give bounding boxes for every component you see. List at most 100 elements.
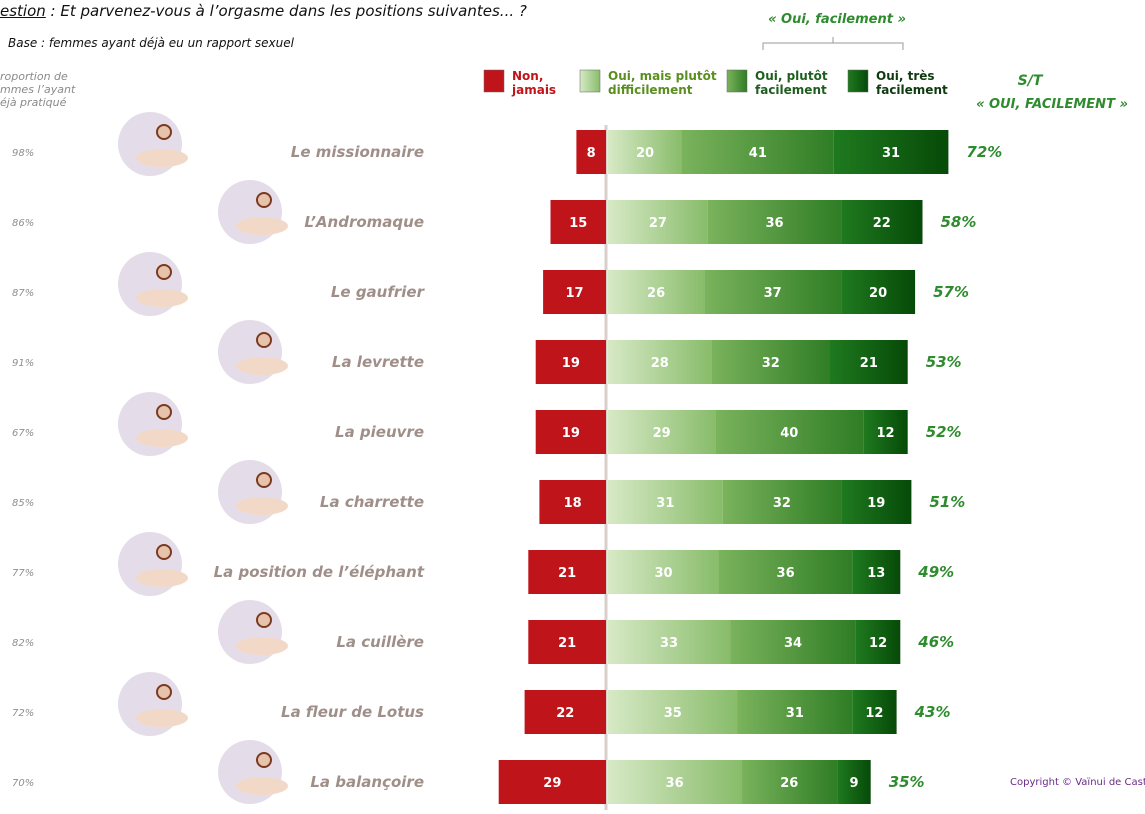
bar-non-jamais	[498, 760, 606, 804]
bar-label-non-jamais: 21	[558, 566, 576, 581]
total-value: 72%	[966, 143, 1002, 161]
bar-label-mais-difficilement: 30	[654, 566, 672, 581]
position-label: L’Andromaque	[304, 213, 424, 231]
position-label: La position de l’éléphant	[214, 563, 425, 581]
proportion-value: 82%	[12, 638, 34, 649]
position-label: Le missionnaire	[291, 143, 424, 161]
illustration-head	[256, 612, 272, 628]
illustration-body	[236, 357, 288, 375]
bar-mais-difficilement	[608, 270, 705, 314]
bar-label-non-jamais: 17	[566, 286, 584, 301]
legend-swatch	[726, 69, 748, 93]
bar-label-tres-facilement: 22	[873, 216, 891, 231]
bar-plutot-facilement	[741, 760, 838, 804]
illustration-circle	[118, 252, 182, 316]
illustration-circle	[118, 392, 182, 456]
bar-mais-difficilement	[608, 690, 738, 734]
bar-label-mais-difficilement: 31	[656, 496, 674, 511]
bar-mais-difficilement	[608, 480, 723, 524]
bar-mais-difficilement	[608, 130, 682, 174]
illustration-body	[136, 429, 188, 447]
proportion-value: 67%	[12, 428, 34, 439]
question-title: estion : Et parvenez-vous à l’orgasme da…	[0, 2, 660, 26]
illustration-circle	[218, 180, 282, 244]
bar-label-plutot-facilement: 40	[780, 426, 798, 441]
bar-label-mais-difficilement: 27	[649, 216, 667, 231]
total-value: 49%	[917, 563, 954, 581]
bar-label-non-jamais: 29	[543, 776, 561, 791]
bar-label-mais-difficilement: 28	[651, 356, 669, 371]
position-label: La charrette	[320, 493, 424, 511]
proportion-value: 91%	[12, 358, 34, 369]
illustration-circle	[218, 320, 282, 384]
bar-plutot-facilement	[704, 270, 842, 314]
bar-label-non-jamais: 8	[587, 146, 596, 161]
bar-label-non-jamais: 19	[562, 426, 580, 441]
bar-label-plutot-facilement: 36	[765, 216, 783, 231]
legend-label: Oui, plutôt	[755, 69, 828, 83]
illustration-head	[156, 684, 172, 700]
illustration-head	[256, 332, 272, 348]
bar-plutot-facilement	[715, 410, 864, 454]
bar-label-non-jamais: 15	[569, 216, 587, 231]
bar-plutot-facilement	[682, 130, 834, 174]
illustration-circle	[218, 460, 282, 524]
legend-label: difficilement	[608, 83, 693, 97]
bar-tres-facilement	[833, 130, 949, 174]
total-value: 58%	[941, 213, 977, 231]
illustration-head	[156, 124, 172, 140]
bar-label-tres-facilement: 20	[869, 286, 887, 301]
illustration-head	[256, 472, 272, 488]
bar-mais-difficilement	[608, 340, 712, 384]
bar-tres-facilement	[855, 620, 901, 664]
position-label: La levrette	[332, 353, 424, 371]
illustration-circle	[118, 112, 182, 176]
illustration-head	[156, 544, 172, 560]
bar-tres-facilement	[841, 200, 923, 244]
legend-swatch	[847, 69, 869, 93]
bar-plutot-facilement	[707, 200, 842, 244]
illustration-circle	[118, 532, 182, 596]
bar-label-tres-facilement: 9	[850, 776, 859, 791]
illustration-body	[236, 777, 288, 795]
bar-mais-difficilement	[608, 620, 731, 664]
bar-plutot-facilement	[711, 340, 830, 384]
position-label: Le gaufrier	[331, 283, 426, 301]
bar-non-jamais	[535, 340, 606, 384]
bar-label-plutot-facilement: 32	[773, 496, 791, 511]
illustration-body	[236, 497, 288, 515]
bar-label-tres-facilement: 12	[869, 636, 887, 651]
bar-non-jamais	[550, 200, 606, 244]
bar-label-mais-difficilement: 20	[636, 146, 654, 161]
legend-label: Non,	[512, 69, 543, 83]
bar-label-tres-facilement: 13	[867, 566, 885, 581]
total-value: 52%	[926, 423, 962, 441]
bar-label-mais-difficilement: 35	[664, 706, 682, 721]
legend-swatch	[579, 69, 601, 93]
bar-label-plutot-facilement: 36	[777, 566, 795, 581]
bar-label-plutot-facilement: 34	[784, 636, 802, 651]
bar-label-tres-facilement: 19	[867, 496, 885, 511]
position-label: La fleur de Lotus	[281, 703, 424, 721]
base-note: Base : femmes ayant déjà eu un rapport s…	[8, 36, 294, 50]
oui-facilement-bracket-label: « Oui, facilement »	[768, 12, 906, 27]
illustration-body	[136, 149, 188, 167]
bar-mais-difficilement	[608, 760, 742, 804]
proportion-value: 87%	[12, 288, 34, 299]
illustration-circle	[218, 600, 282, 664]
illustration-body	[136, 569, 188, 587]
bar-non-jamais	[539, 480, 606, 524]
total-value: 35%	[889, 773, 925, 791]
bar-label-tres-facilement: 12	[865, 706, 883, 721]
position-label: La pieuvre	[335, 423, 424, 441]
total-header-label: S/T	[1018, 73, 1044, 89]
bar-label-plutot-facilement: 41	[749, 146, 767, 161]
bar-label-non-jamais: 21	[558, 636, 576, 651]
bar-plutot-facilement	[719, 550, 853, 594]
bar-label-tres-facilement: 21	[860, 356, 878, 371]
bar-plutot-facilement	[730, 620, 856, 664]
proportion-value: 86%	[12, 218, 34, 229]
legend-label: facilement	[755, 83, 827, 97]
total-value: 51%	[929, 493, 965, 511]
